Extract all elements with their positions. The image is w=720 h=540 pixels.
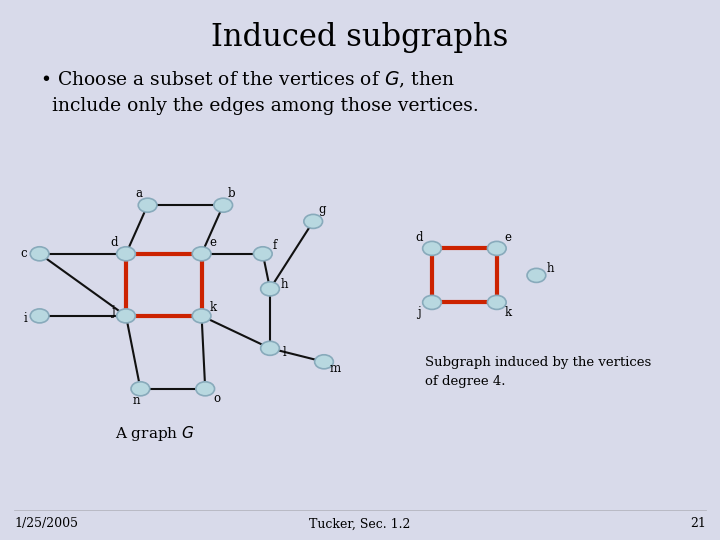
Circle shape bbox=[527, 268, 546, 282]
Text: e: e bbox=[505, 231, 512, 244]
Text: h: h bbox=[281, 278, 288, 291]
Text: Tucker, Sec. 1.2: Tucker, Sec. 1.2 bbox=[310, 517, 410, 530]
Circle shape bbox=[131, 382, 150, 396]
Circle shape bbox=[214, 198, 233, 212]
Circle shape bbox=[117, 247, 135, 261]
Text: Subgraph induced by the vertices
of degree 4.: Subgraph induced by the vertices of degr… bbox=[425, 356, 651, 388]
Text: • Choose a subset of the vertices of $G$, then: • Choose a subset of the vertices of $G$… bbox=[40, 70, 454, 91]
Circle shape bbox=[487, 295, 506, 309]
Circle shape bbox=[423, 295, 441, 309]
Text: d: d bbox=[415, 231, 423, 244]
Circle shape bbox=[315, 355, 333, 369]
Circle shape bbox=[30, 309, 49, 323]
Text: h: h bbox=[547, 262, 554, 275]
Text: include only the edges among those vertices.: include only the edges among those verti… bbox=[40, 97, 478, 115]
Circle shape bbox=[304, 214, 323, 228]
Circle shape bbox=[253, 247, 272, 261]
Circle shape bbox=[192, 247, 211, 261]
Circle shape bbox=[117, 309, 135, 323]
Circle shape bbox=[487, 241, 506, 255]
Text: f: f bbox=[272, 239, 276, 252]
Text: i: i bbox=[23, 312, 27, 325]
Circle shape bbox=[30, 247, 49, 261]
Text: n: n bbox=[133, 394, 140, 407]
Circle shape bbox=[261, 282, 279, 296]
Circle shape bbox=[423, 241, 441, 255]
Text: k: k bbox=[210, 301, 217, 314]
Text: b: b bbox=[228, 187, 235, 200]
Text: j: j bbox=[417, 306, 421, 319]
Text: j: j bbox=[111, 305, 115, 318]
Text: m: m bbox=[330, 362, 341, 375]
Text: Induced subgraphs: Induced subgraphs bbox=[211, 22, 509, 52]
Text: o: o bbox=[213, 392, 220, 405]
Text: g: g bbox=[318, 203, 325, 216]
Circle shape bbox=[196, 382, 215, 396]
Circle shape bbox=[192, 309, 211, 323]
Text: A graph $G$: A graph $G$ bbox=[115, 424, 194, 443]
Text: d: d bbox=[111, 237, 118, 249]
Text: 1/25/2005: 1/25/2005 bbox=[14, 517, 78, 530]
Text: 21: 21 bbox=[690, 517, 706, 530]
Text: k: k bbox=[505, 306, 512, 319]
Text: a: a bbox=[135, 187, 143, 200]
Circle shape bbox=[138, 198, 157, 212]
Text: c: c bbox=[20, 247, 27, 260]
Circle shape bbox=[261, 341, 279, 355]
Text: e: e bbox=[210, 237, 217, 249]
Text: l: l bbox=[282, 346, 287, 359]
